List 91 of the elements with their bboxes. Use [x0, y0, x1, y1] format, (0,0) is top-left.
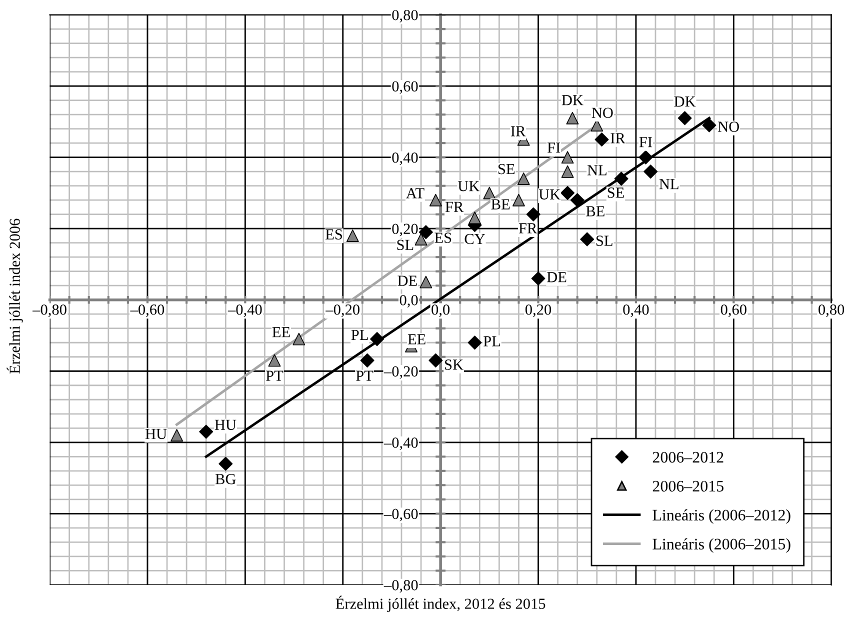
- y-tick-label: 0,20: [392, 224, 418, 236]
- point: [199, 424, 214, 439]
- point: [429, 194, 442, 206]
- x-tick-label: –0,40: [228, 304, 262, 317]
- annotation: CY: [464, 234, 485, 244]
- point: [561, 165, 574, 178]
- point: [468, 212, 481, 224]
- annotation: SL: [397, 240, 414, 250]
- y-tick-label: –0,60: [384, 508, 418, 522]
- point: [418, 225, 433, 240]
- x-tick-label: 0,40: [623, 304, 649, 317]
- y-axis-title: Érzelmi jóllét index 2006: [6, 218, 24, 374]
- point: [594, 132, 609, 147]
- annotation: ES: [326, 229, 342, 240]
- x-tick-label: 0,60: [720, 304, 746, 317]
- annotation: NO: [718, 122, 739, 132]
- y-tick-label: –0,20: [384, 366, 418, 379]
- point: [580, 232, 594, 246]
- annotation: SE: [608, 188, 624, 198]
- y-tick-label: –0,40: [384, 438, 418, 450]
- annotation: UK: [458, 181, 480, 192]
- x-tick-label: –0,20: [326, 304, 360, 317]
- x-tick-label: 0,20: [525, 304, 552, 317]
- point: [468, 336, 482, 350]
- point: [517, 172, 530, 185]
- point: [268, 354, 281, 367]
- y-tick-label: 0,60: [392, 81, 418, 94]
- point: [560, 186, 575, 200]
- annotation: SE: [498, 164, 515, 174]
- annotation: BG: [215, 474, 236, 484]
- annotation: DE: [547, 272, 566, 282]
- annotation: BE: [491, 199, 510, 210]
- point: [561, 151, 574, 164]
- annotation: DK: [562, 95, 584, 106]
- annotation: HU: [214, 420, 236, 430]
- annotation: ES: [434, 232, 452, 243]
- annotation: AT: [406, 188, 424, 198]
- y-tick-label: 0,0: [400, 295, 418, 308]
- point: [570, 193, 584, 208]
- x-tick-label: 0,0: [432, 304, 450, 317]
- point: [346, 229, 359, 242]
- annotation: HU: [145, 428, 167, 440]
- point: [370, 332, 384, 346]
- x-tick-label: –0,80: [32, 304, 66, 317]
- y-tick-label: –0,80: [384, 580, 418, 593]
- annotation: UK: [538, 189, 560, 200]
- annotation: NL: [659, 179, 678, 190]
- annotation: FI: [639, 137, 652, 148]
- annotation: EE: [408, 334, 426, 344]
- point: [218, 456, 233, 471]
- annotation: SL: [596, 236, 612, 246]
- annotation: PT: [266, 370, 284, 381]
- point: [360, 353, 374, 368]
- point: [483, 186, 496, 200]
- annotation: NO: [592, 108, 613, 118]
- point: [170, 429, 184, 442]
- annotation: EE: [272, 327, 290, 338]
- legend-label: Lineáris (2006–2012): [652, 509, 790, 524]
- point: [614, 172, 628, 186]
- point: [428, 353, 443, 368]
- y-tick-label: 0,40: [392, 152, 418, 165]
- annotation: FR: [518, 223, 538, 234]
- point: [638, 150, 653, 164]
- point: [531, 271, 546, 286]
- annotation: NL: [587, 165, 606, 176]
- annotation: IR: [510, 126, 526, 136]
- point: [702, 118, 716, 132]
- point: [678, 111, 692, 126]
- annotation: FR: [445, 202, 464, 212]
- annotation: BE: [586, 206, 604, 216]
- annotation: PL: [484, 336, 500, 346]
- x-tick-label: 0,80: [818, 304, 844, 317]
- x-axis-title: Érzelmi jóllét index, 2012 és 2015: [336, 596, 546, 612]
- annotation: DK: [674, 96, 696, 107]
- legend-label: Lineáris (2006–2015): [652, 538, 790, 553]
- annotation: PL: [351, 330, 368, 340]
- y-tick-label: 0,80: [392, 10, 418, 22]
- annotation: IR: [610, 133, 626, 144]
- annotation: PT: [356, 370, 374, 381]
- legend-label: 2006–2012: [652, 452, 724, 463]
- x-tick-label: –0,60: [130, 304, 164, 317]
- point: [526, 207, 540, 222]
- legend-label: 2006–2015: [652, 480, 724, 492]
- point: [644, 164, 658, 179]
- annotation: DE: [398, 276, 417, 286]
- point: [420, 276, 432, 288]
- annotation: SK: [445, 360, 464, 370]
- point: [566, 112, 579, 124]
- point: [292, 332, 306, 346]
- point: [512, 194, 525, 206]
- annotation: FI: [547, 142, 560, 153]
